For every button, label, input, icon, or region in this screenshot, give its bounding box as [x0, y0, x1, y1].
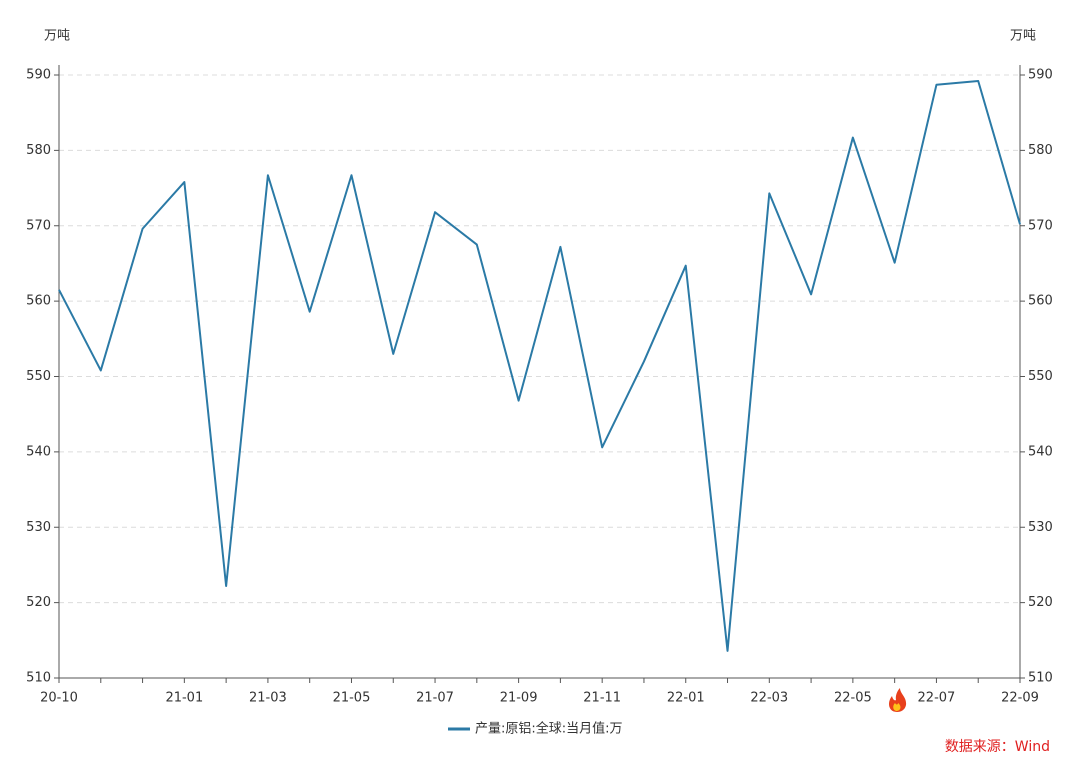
- x-tick-label: 21-11: [583, 691, 621, 706]
- y-tick-label: 590: [26, 68, 51, 83]
- y-tick-label: 510: [26, 671, 51, 686]
- x-tick-label: 21-07: [416, 691, 454, 706]
- y2-tick-label: 550: [1028, 369, 1053, 384]
- y-tick-label: 540: [26, 444, 51, 459]
- y2-tick-label: 540: [1028, 444, 1053, 459]
- y2-tick-label: 530: [1028, 520, 1053, 535]
- y-tick-label: 530: [26, 520, 51, 535]
- x-tick-label: 22-05: [834, 691, 872, 706]
- x-tick-label: 21-03: [249, 691, 287, 706]
- x-tick-label: 21-01: [165, 691, 203, 706]
- y-tick-label: 580: [26, 143, 51, 158]
- x-tick-label: 20-10: [40, 691, 78, 706]
- y-axis-unit: 万吨: [44, 29, 70, 44]
- y2-tick-label: 580: [1028, 143, 1053, 158]
- x-tick-label: 22-01: [667, 691, 705, 706]
- legend-label: 产量:原铝:全球:当月值:万: [475, 721, 623, 737]
- x-tick-label: 22-07: [918, 691, 956, 706]
- y-tick-label: 560: [26, 294, 51, 309]
- y2-tick-label: 510: [1028, 671, 1053, 686]
- y2-tick-label: 590: [1028, 68, 1053, 83]
- y-tick-label: 570: [26, 218, 51, 233]
- data-line: [58, 80, 1021, 652]
- y2-tick-label: 570: [1028, 218, 1053, 233]
- y2-tick-label: 520: [1028, 595, 1053, 610]
- y-tick-label: 550: [26, 369, 51, 384]
- x-tick-label: 22-09: [1001, 691, 1039, 706]
- y2-tick-label: 560: [1028, 294, 1053, 309]
- y2-axis-unit: 万吨: [1010, 29, 1036, 44]
- source-note: 数据来源：Wind: [945, 739, 1050, 755]
- x-tick-label: 21-09: [500, 691, 538, 706]
- y-tick-label: 520: [26, 595, 51, 610]
- fire-icon: [889, 688, 907, 712]
- x-tick-label: 21-05: [333, 691, 371, 706]
- x-tick-label: 22-03: [750, 691, 788, 706]
